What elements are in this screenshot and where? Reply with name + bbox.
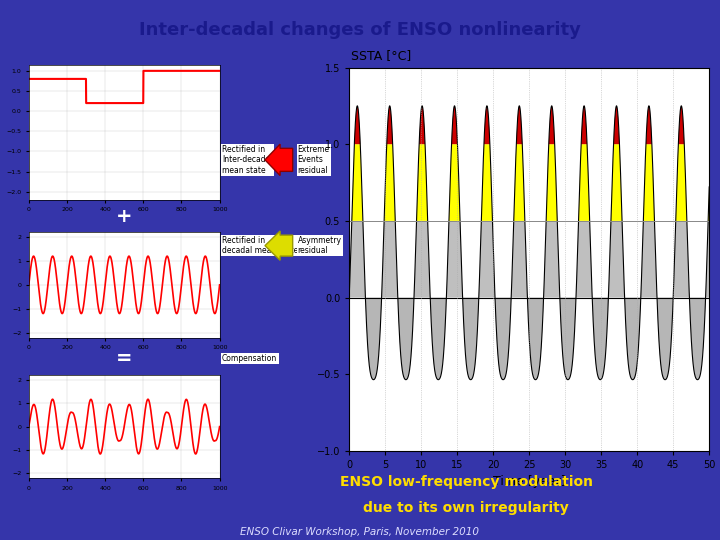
Text: ENSO low-frequency modulation: ENSO low-frequency modulation <box>340 475 593 489</box>
Text: due to its own irregularity: due to its own irregularity <box>364 501 569 515</box>
X-axis label: Time [year]: Time [year] <box>493 476 565 489</box>
Text: +: + <box>116 207 132 226</box>
Text: SSTA [°C]: SSTA [°C] <box>351 49 411 62</box>
FancyArrow shape <box>265 231 292 260</box>
Text: =: = <box>116 349 132 368</box>
Text: Inter-decadal changes of ENSO nonlinearity: Inter-decadal changes of ENSO nonlineari… <box>139 21 581 39</box>
Text: Extreme
Events
residual: Extreme Events residual <box>298 145 330 175</box>
Text: Rectified in
Inter-decadal
mean state: Rectified in Inter-decadal mean state <box>222 145 273 175</box>
Text: ENSO Clivar Workshop, Paris, November 2010: ENSO Clivar Workshop, Paris, November 20… <box>240 527 480 537</box>
Text: Rectified in
decadal mean state: Rectified in decadal mean state <box>222 236 298 255</box>
FancyArrow shape <box>265 144 292 176</box>
Text: Compensation: Compensation <box>222 354 277 363</box>
Text: Asymmetry
residual: Asymmetry residual <box>298 236 342 255</box>
